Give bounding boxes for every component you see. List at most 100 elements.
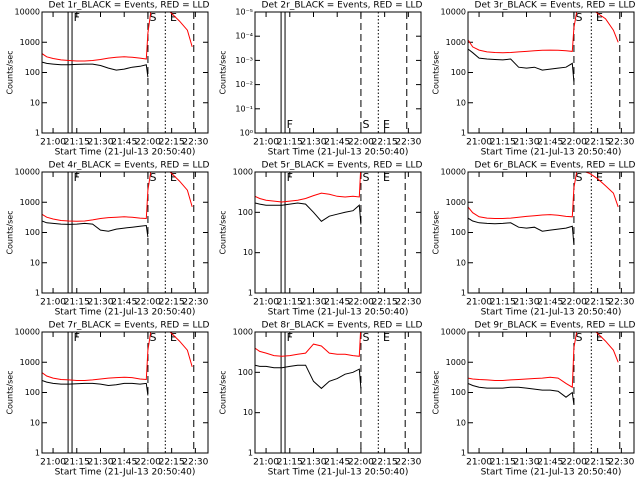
plot-frame bbox=[467, 171, 635, 294]
event-label: F bbox=[287, 118, 293, 131]
y-tick-label: 10000 bbox=[441, 168, 466, 177]
x-tick-label: 21:45 bbox=[324, 298, 350, 308]
event-label: F bbox=[287, 171, 293, 184]
series-line bbox=[42, 380, 149, 396]
x-tick-label: 21:00 bbox=[466, 298, 492, 308]
series-line bbox=[42, 172, 193, 222]
panel-title: Det 6r_BLACK = Events, RED = LLD bbox=[475, 161, 636, 171]
x-tick-label: 22:30 bbox=[608, 138, 634, 148]
y-axis-label: Counts/sec bbox=[6, 50, 15, 94]
y-tick-label: 1 bbox=[35, 289, 40, 298]
x-axis-label: Start Time (21-Jul-13 20:50:40) bbox=[55, 308, 196, 318]
y-tick-label: 1 bbox=[461, 129, 466, 138]
x-tick-label: 21:15 bbox=[490, 298, 516, 308]
y-tick-label: 100 bbox=[238, 368, 253, 377]
event-label: E bbox=[383, 331, 390, 344]
y-axis-label: Counts/sec bbox=[219, 210, 228, 254]
y-axis-label: Counts/sec bbox=[432, 370, 441, 414]
y-tick-label: 1000 bbox=[446, 198, 466, 207]
x-tick-label: 22:15 bbox=[585, 298, 611, 308]
y-tick-label: 10 bbox=[30, 98, 40, 107]
plot-frame bbox=[467, 11, 635, 134]
y-tick-label: 1 bbox=[461, 289, 466, 298]
series-line bbox=[42, 12, 193, 62]
x-tick-label: 21:30 bbox=[301, 458, 327, 468]
plot-frame bbox=[254, 11, 422, 134]
event-label: E bbox=[170, 11, 177, 24]
y-tick-label: 10000 bbox=[15, 168, 40, 177]
event-label: S bbox=[576, 171, 583, 184]
plot-frame bbox=[254, 331, 422, 454]
series-line bbox=[468, 382, 575, 405]
x-tick-label: 21:45 bbox=[324, 458, 350, 468]
y-tick-label: 10 bbox=[456, 258, 466, 267]
y-tick-label: 10 bbox=[30, 258, 40, 267]
series-line bbox=[255, 202, 362, 225]
x-tick-label: 22:30 bbox=[395, 458, 421, 468]
x-tick-label: 21:45 bbox=[111, 458, 137, 468]
event-label: E bbox=[596, 171, 603, 184]
y-tick-label: 10 bbox=[243, 248, 253, 257]
event-label: S bbox=[150, 331, 157, 344]
x-tick-label: 22:15 bbox=[159, 298, 185, 308]
y-tick-label: 100 bbox=[451, 228, 466, 237]
x-tick-label: 21:00 bbox=[40, 298, 66, 308]
x-tick-label: 22:30 bbox=[182, 298, 208, 308]
y-tick-label: 1000 bbox=[446, 38, 466, 47]
x-tick-label: 21:30 bbox=[88, 138, 114, 148]
series-line bbox=[255, 332, 406, 357]
y-tick-label: 1000 bbox=[20, 358, 40, 367]
series-line bbox=[468, 48, 575, 82]
x-axis-label: Start Time (21-Jul-13 20:50:40) bbox=[55, 148, 196, 158]
y-tick-label: 100 bbox=[25, 388, 40, 397]
x-tick-label: 21:15 bbox=[277, 458, 303, 468]
series-line bbox=[468, 12, 619, 54]
event-label: E bbox=[170, 171, 177, 184]
series-line bbox=[468, 172, 619, 219]
x-tick-label: 22:00 bbox=[561, 458, 587, 468]
panel-title: Det 3r_BLACK = Events, RED = LLD bbox=[475, 1, 636, 11]
x-tick-label: 21:15 bbox=[490, 458, 516, 468]
y-axis-label: Counts/sec bbox=[432, 50, 441, 94]
x-tick-label: 21:30 bbox=[514, 138, 540, 148]
y-tick-label: 1000 bbox=[233, 328, 253, 337]
series-line bbox=[255, 172, 406, 203]
y-axis-label: Counts/sec bbox=[219, 370, 228, 414]
panel-title: Det 8r_BLACK = Events, RED = LLD bbox=[262, 321, 423, 331]
panel: Det 9r_BLACK = Events, RED = LLD Counts/s… bbox=[432, 321, 636, 478]
y-tick-label: 100 bbox=[25, 228, 40, 237]
series-line bbox=[255, 364, 362, 390]
y-axis-label: Counts/sec bbox=[6, 210, 15, 254]
series-line bbox=[42, 220, 149, 238]
panel: Det 3r_BLACK = Events, RED = LLD Counts/s… bbox=[432, 1, 636, 158]
event-label: S bbox=[150, 171, 157, 184]
y-tick-label: 10000 bbox=[15, 328, 40, 337]
y-tick-label: 1 bbox=[248, 289, 253, 298]
panel-title: Det 5r_BLACK = Events, RED = LLD bbox=[262, 161, 423, 171]
x-tick-label: 22:00 bbox=[135, 458, 161, 468]
panel: Det 6r_BLACK = Events, RED = LLD Counts/s… bbox=[432, 161, 636, 318]
y-tick-label: 1000 bbox=[446, 358, 466, 367]
x-tick-label: 21:45 bbox=[111, 298, 137, 308]
x-axis-label: Start Time (21-Jul-13 20:50:40) bbox=[268, 468, 409, 478]
event-label: S bbox=[576, 11, 583, 24]
event-label: F bbox=[74, 11, 80, 24]
event-label: S bbox=[363, 331, 370, 344]
y-tick-label: 10 bbox=[243, 408, 253, 417]
plot-frame bbox=[41, 171, 209, 294]
y-tick-label: 10⁻³ bbox=[235, 56, 253, 65]
event-label: E bbox=[383, 118, 390, 131]
x-axis-label: Start Time (21-Jul-13 20:50:40) bbox=[268, 148, 409, 158]
x-tick-label: 21:30 bbox=[88, 298, 114, 308]
x-tick-label: 22:15 bbox=[159, 138, 185, 148]
panel: Det 2r_BLACK = Events, RED = LLD Counts/s… bbox=[219, 1, 423, 158]
x-tick-label: 21:45 bbox=[537, 458, 563, 468]
event-label: E bbox=[596, 11, 603, 24]
x-tick-label: 21:30 bbox=[514, 298, 540, 308]
panel: Det 7r_BLACK = Events, RED = LLD Counts/s… bbox=[6, 321, 210, 478]
x-tick-label: 21:15 bbox=[64, 298, 90, 308]
x-tick-label: 22:30 bbox=[395, 298, 421, 308]
event-label: S bbox=[150, 11, 157, 24]
event-label: E bbox=[170, 331, 177, 344]
plot-frame bbox=[41, 11, 209, 134]
